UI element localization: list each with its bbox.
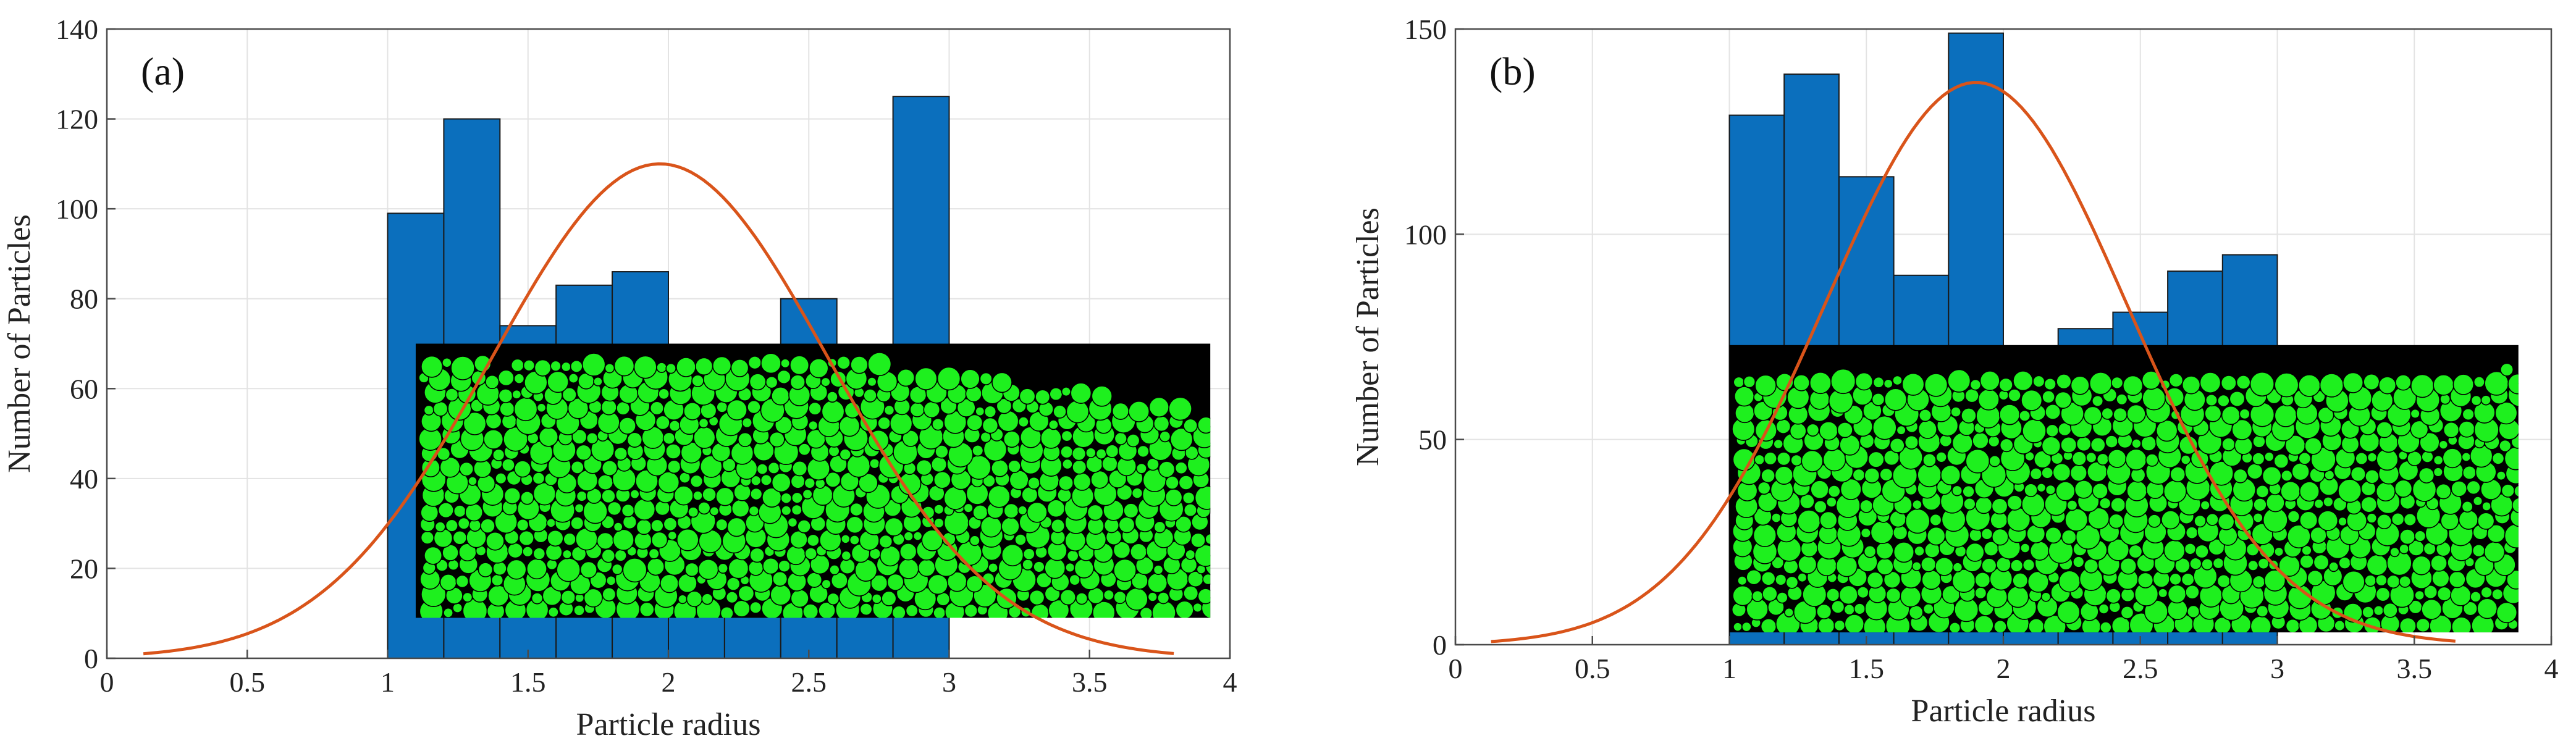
panel-a-x-tick-label: 3.5 [1072, 666, 1108, 698]
panel-a-panel-label: (a) [141, 49, 185, 93]
panel-b-x-tick-label: 2.5 [2123, 653, 2158, 684]
panel-a-y-tick-label: 40 [70, 463, 98, 495]
panel-b-y-tick-label: 50 [1418, 424, 1447, 456]
panel-b-y-ticks: 0 50 100 150 [1404, 14, 1464, 661]
panel-b-particles [1731, 362, 2519, 633]
panel-b-x-tick-label: 3 [2270, 653, 2284, 684]
panel-a-y-axis-label: Number of Particles [2, 214, 37, 473]
panel-b-x-tick-label: 4 [2544, 653, 2559, 684]
panel-a-x-tick-label: 1.5 [510, 666, 546, 698]
panel-b-particle-inset [1729, 345, 2519, 633]
chart-panel-a: 0 0.5 1 1.5 2 2.5 3 3.5 4020406080100120140Parti… [2, 14, 1237, 742]
panel-b-y-tick-label: 0 [1433, 629, 1447, 661]
chart-panel-b: 0 0.5 1 1.5 2 2.5 3 3.5 4 0 50 100 150 Particle radiu… [1350, 14, 2559, 729]
panel-a-y-ticks: 0 20 40 60 80 100 120 140 [56, 14, 116, 674]
panel-b-x-axis-label: Particle radius [1911, 693, 2096, 729]
panel-a-normal-fit-line [143, 162, 1174, 656]
panel-a-y-tick-label: 20 [70, 553, 98, 584]
panel-a-y-tick-label: 60 [70, 373, 98, 404]
panel-a-x-tick-label: 0 [100, 666, 114, 698]
panel-b-x-tick-label: 1.5 [1849, 653, 1885, 684]
panel-a-y-tick-label: 140 [56, 14, 98, 45]
panel-a-y-tick-label: 80 [70, 283, 98, 315]
panel-a-x-tick-label: 1 [381, 666, 395, 698]
panel-a-y-tick-label: 0 [84, 643, 98, 674]
panel-a-x-tick-label: 2.5 [791, 666, 827, 698]
panel-a-y-tick-label: 120 [56, 104, 98, 135]
panel-b-x-tick-label: 2 [1997, 653, 2011, 684]
panel-a-particles [418, 351, 1211, 618]
panel-a-particle-inset [415, 343, 1211, 618]
panel-b-x-tick-label: 1 [1722, 653, 1736, 684]
panel-a-x-ticks: 0 0.5 1 1.5 2 2.5 3 3.5 4 [100, 650, 1237, 698]
panel-b-x-tick-label: 3.5 [2397, 653, 2433, 684]
panel-b-x-tick-label: 0 [1449, 653, 1463, 684]
panel-a-x-axis-label: Particle radius [576, 707, 761, 742]
panel-a-y-tick-label: 100 [56, 193, 98, 225]
panel-a-x-tick-label: 3 [942, 666, 956, 698]
panel-b-y-axis-label: Number of Particles [1350, 207, 1386, 466]
panel-b-panel-label: (b) [1489, 49, 1536, 93]
panel-b-y-tick-label: 150 [1404, 14, 1447, 45]
panel-b-y-tick-label: 100 [1404, 219, 1447, 250]
panel-a-x-tick-label: 2 [662, 666, 676, 698]
panel-b-x-tick-label: 0.5 [1575, 653, 1610, 684]
panel-b-x-ticks: 0 0.5 1 1.5 2 2.5 3 3.5 4 [1449, 636, 2559, 684]
panel-b-normal-fit-line [1491, 81, 2456, 643]
panel-a-x-tick-label: 4 [1223, 666, 1237, 698]
panel-a-x-tick-label: 0.5 [230, 666, 266, 698]
